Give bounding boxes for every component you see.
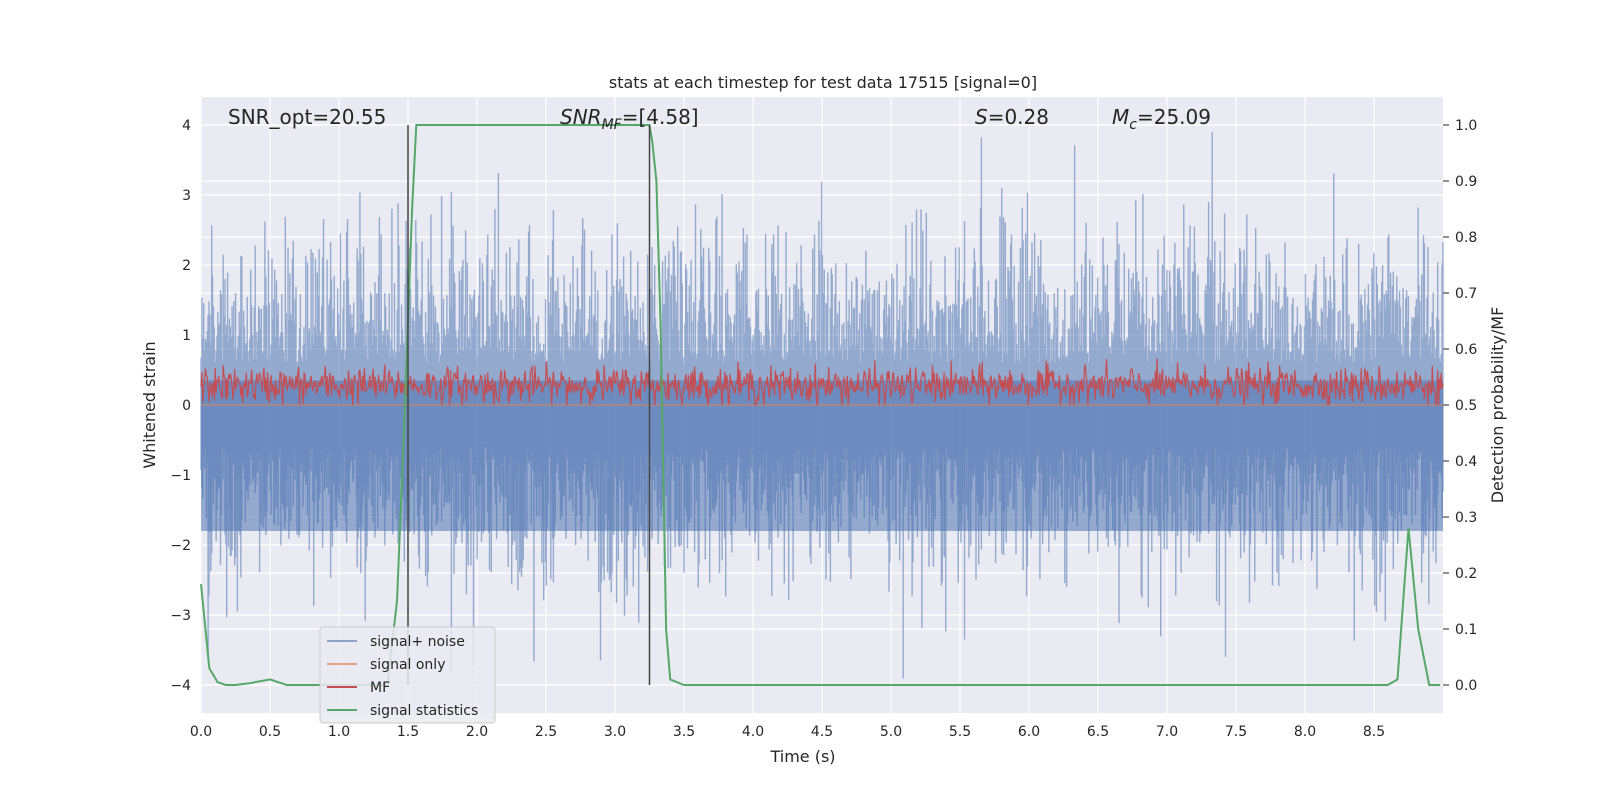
x-tick-label: 2.5 <box>535 724 557 740</box>
vertical-markers <box>407 125 651 685</box>
x-tick-label: 0.0 <box>190 724 212 740</box>
y-tick-label: −1 <box>170 468 191 484</box>
legend-label: MF <box>370 680 390 696</box>
annotation-mc-subscript: c <box>1129 117 1137 133</box>
x-tick-label: 3.0 <box>604 724 626 740</box>
y-tick-label: −3 <box>170 608 191 624</box>
legend: signal+ noise signal only MF signal statist… <box>319 626 496 724</box>
annotation-snr-mf: SNRMF=[4.58] <box>560 105 699 133</box>
x-tick-label: 1.5 <box>397 724 419 740</box>
annotation-mc-symbol: M <box>1112 105 1129 129</box>
y-tick-label: −4 <box>170 678 191 694</box>
y-right-tick-label: 0.5 <box>1455 398 1477 414</box>
chart-title: stats at each timestep for test data 175… <box>609 73 1037 92</box>
y-right-tick-label: 0.0 <box>1455 678 1477 694</box>
annotation-mc: Mc=25.09 <box>1112 105 1211 133</box>
annotation-snr-opt: SNR_opt=20.55 <box>228 105 386 129</box>
y-right-tick-label: 0.3 <box>1455 510 1477 526</box>
annotation-snr-mf-subscript: MF <box>602 117 623 133</box>
y-right-tick-label: 0.1 <box>1455 622 1477 638</box>
x-tick-label: 1.0 <box>328 724 350 740</box>
annotation-s-symbol: S <box>975 105 988 129</box>
x-tick-label: 8.0 <box>1294 724 1316 740</box>
annotation-snr-mf-value: =[4.58] <box>622 105 699 129</box>
y-right-tick-label: 1.0 <box>1455 118 1477 134</box>
x-tick-label: 5.0 <box>880 724 902 740</box>
y-right-tick-label: 0.2 <box>1455 566 1477 582</box>
y-tick-label: 1 <box>182 328 191 344</box>
annotation-mc-value: =25.09 <box>1137 105 1211 129</box>
x-tick-label: 0.5 <box>259 724 281 740</box>
annotation-s-value: =0.28 <box>988 105 1049 129</box>
y-tick-label: 2 <box>182 258 191 274</box>
annotation-s: S=0.28 <box>975 105 1049 129</box>
x-tick-label: 6.0 <box>1018 724 1040 740</box>
x-tick-label: 8.5 <box>1363 724 1385 740</box>
y-right-tick-label: 0.4 <box>1455 454 1477 470</box>
left-axis-ticks: −4 −3 −2 −1 0 1 2 3 4 <box>170 118 191 694</box>
series-signal-noise-band <box>201 380 1443 531</box>
x-tick-label: 4.0 <box>742 724 764 740</box>
legend-label: signal statistics <box>370 703 478 719</box>
x-tick-label: 7.0 <box>1156 724 1178 740</box>
x-tick-label: 6.5 <box>1087 724 1109 740</box>
y-axis-right-label: Detection probability/MF <box>1488 307 1507 504</box>
x-tick-label: 2.0 <box>466 724 488 740</box>
annotation-snr-mf-symbol: SNR <box>560 105 602 129</box>
legend-label: signal+ noise <box>370 634 465 650</box>
y-tick-label: −2 <box>170 538 191 554</box>
x-axis-label: Time (s) <box>769 747 835 766</box>
legend-label: signal only <box>370 657 445 673</box>
y-tick-label: 0 <box>182 398 191 414</box>
y-axis-label: Whitened strain <box>140 341 159 468</box>
y-tick-label: 4 <box>182 118 191 134</box>
x-axis-ticks: 0.0 0.5 1.0 1.5 2.0 2.5 3.0 3.5 4.0 4.5 5.0 5.5 6.0 6… <box>190 724 1385 740</box>
x-tick-label: 3.5 <box>673 724 695 740</box>
y-right-tick-label: 0.8 <box>1455 230 1477 246</box>
series-signal-statistics <box>200 124 1441 686</box>
x-tick-label: 7.5 <box>1225 724 1247 740</box>
y-tick-label: 3 <box>182 188 191 204</box>
x-tick-label: 4.5 <box>811 724 833 740</box>
x-tick-label: 5.5 <box>949 724 971 740</box>
y-right-tick-label: 0.6 <box>1455 342 1477 358</box>
y-right-tick-label: 0.9 <box>1455 174 1477 190</box>
right-axis-ticks: 0.0 0.1 0.2 0.3 0.4 0.5 0.6 0.7 0.8 0.9 1.0 <box>1443 118 1477 694</box>
y-right-tick-label: 0.7 <box>1455 286 1477 302</box>
